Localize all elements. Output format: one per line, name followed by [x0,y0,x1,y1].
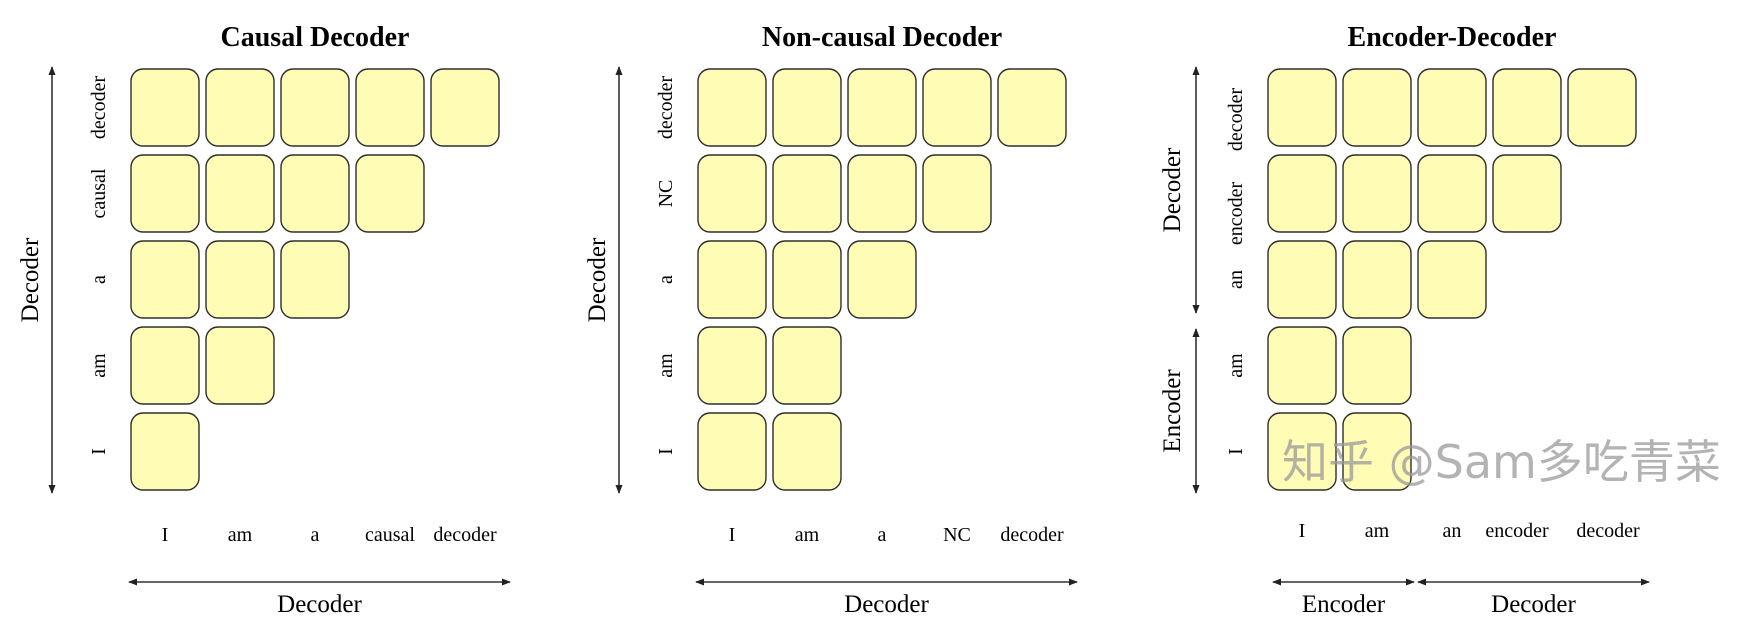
attention-cell [205,326,275,405]
attention-cell [697,154,767,233]
attention-cell [1267,326,1337,405]
watermark: 知乎 @Sam多吃青菜 [1282,435,1721,489]
panel-title: Encoder-Decoder [1348,22,1557,53]
column-token: am [1365,520,1390,542]
attention-cell [1342,412,1412,491]
attention-cell [1342,240,1412,319]
attention-cell [1492,154,1562,233]
attention-cell [922,154,992,233]
attention-cell [280,68,350,147]
column-token: a [878,524,887,546]
row-token: decoder [655,76,677,140]
attention-cell [130,412,200,491]
attention-cell [1492,68,1562,147]
column-token: am [228,524,253,546]
row-token: I [655,448,677,455]
attention-cell [1267,240,1337,319]
column-token: decoder [1576,520,1640,542]
attention-cell [772,326,842,405]
row-token: an [1225,270,1247,289]
row-token: am [655,353,677,378]
row-token: am [1225,353,1247,378]
row-token: I [88,448,110,455]
row-token: am [88,353,110,378]
attention-cell [772,240,842,319]
attention-cell [130,326,200,405]
attention-cell [1417,154,1487,233]
attention-cell [355,154,425,233]
attention-cell [772,154,842,233]
x-axis-label: Decoder [1491,591,1576,618]
y-axis-label: Encoder [1159,369,1186,453]
attention-cell [130,240,200,319]
attention-cell [772,68,842,147]
y-axis-label: Decoder [17,237,44,322]
attention-cell [847,154,917,233]
row-token: decoder [1225,88,1247,152]
column-token: encoder [1485,520,1549,542]
attention-cell [847,68,917,147]
y-axis-label: Decoder [584,237,611,322]
attention-cell [130,68,200,147]
column-token: an [1443,520,1462,542]
attention-cell [205,240,275,319]
attention-cell [697,68,767,147]
row-token: encoder [1225,182,1247,246]
panel-title: Non-causal Decoder [762,22,1002,53]
attention-cell [847,240,917,319]
attention-cell [1267,68,1337,147]
column-token: causal [365,524,415,546]
attention-cell [997,68,1067,147]
attention-cell [697,240,767,319]
column-token: I [729,524,736,546]
attention-cell [1267,154,1337,233]
attention-cell [205,68,275,147]
panel-title: Causal Decoder [221,22,410,53]
panel-non-causal-decoder: Non-causal Decoder Iam a NC decoder I am a NC dec… [584,22,1078,618]
column-token: I [162,524,169,546]
column-token: a [311,524,320,546]
attention-cell [280,154,350,233]
attention-cell [1267,412,1337,491]
attention-cell [1417,68,1487,147]
column-token: decoder [1000,524,1064,546]
panel-causal-decoder: Causal Decoder Iam a causal decoder I am a causa… [17,22,511,618]
attention-cell [280,240,350,319]
column-token: NC [943,524,971,546]
attention-cell [130,154,200,233]
attention-cell [1417,240,1487,319]
column-token: decoder [433,524,497,546]
attention-cell [1342,154,1412,233]
attention-cell [1342,326,1412,405]
row-token: NC [655,180,677,208]
attention-cell [697,412,767,491]
column-token: I [1299,520,1306,542]
x-axis-label: Encoder [1302,591,1386,618]
attention-cell [1342,68,1412,147]
attention-cell [697,326,767,405]
x-axis-label: Decoder [844,591,929,618]
row-token: decoder [88,76,110,140]
attention-cell [1567,68,1637,147]
attention-cell [205,154,275,233]
row-token: causal [88,168,110,218]
row-token: a [88,275,110,284]
y-axis-label: Decoder [1159,147,1186,232]
attention-cell [430,68,500,147]
x-axis-label: Decoder [277,591,362,618]
attention-cell [772,412,842,491]
row-token: a [655,275,677,284]
row-token: I [1225,448,1247,455]
panel-encoder-decoder: Encoder-Decoder Iam an encoder decoder I am an e… [1159,22,1650,618]
column-token: am [795,524,820,546]
attention-cell [355,68,425,147]
attention-cell [922,68,992,147]
